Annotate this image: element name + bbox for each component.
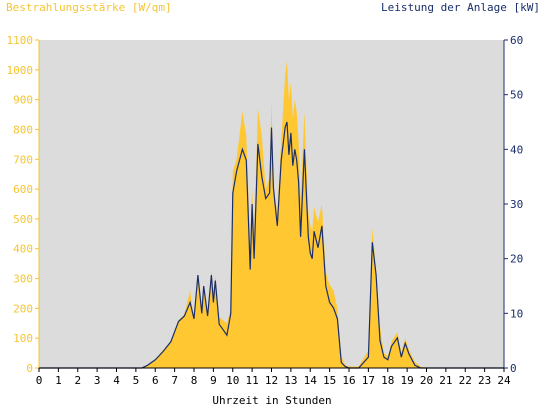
x-axis-label: Uhrzeit in Stunden bbox=[212, 394, 332, 407]
right-tick-label: 20 bbox=[510, 253, 523, 266]
right-tick-label: 50 bbox=[510, 89, 523, 102]
left-tick-label: 100 bbox=[13, 332, 33, 345]
x-tick-label: 3 bbox=[94, 374, 101, 387]
x-tick-label: 0 bbox=[36, 374, 43, 387]
x-tick-label: 23 bbox=[478, 374, 491, 387]
x-tick-label: 1 bbox=[55, 374, 62, 387]
x-tick-label: 9 bbox=[210, 374, 217, 387]
left-tick-label: 1000 bbox=[7, 64, 34, 77]
left-tick-label: 300 bbox=[13, 273, 33, 286]
right-tick-label: 40 bbox=[510, 143, 523, 156]
left-tick-label: 400 bbox=[13, 243, 33, 256]
left-tick-label: 700 bbox=[13, 153, 33, 166]
left-tick-label: 200 bbox=[13, 302, 33, 315]
x-tick-label: 8 bbox=[191, 374, 198, 387]
x-tick-label: 22 bbox=[459, 374, 472, 387]
left-tick-label: 600 bbox=[13, 183, 33, 196]
left-tick-label: 0 bbox=[26, 362, 33, 375]
right-tick-label: 30 bbox=[510, 198, 523, 211]
x-tick-label: 20 bbox=[420, 374, 433, 387]
x-tick-label: 14 bbox=[304, 374, 318, 387]
x-tick-label: 6 bbox=[152, 374, 159, 387]
x-tick-label: 16 bbox=[342, 374, 355, 387]
x-tick-label: 11 bbox=[246, 374, 259, 387]
x-tick-label: 15 bbox=[323, 374, 336, 387]
left-tick-label: 900 bbox=[13, 94, 33, 107]
x-tick-label: 5 bbox=[133, 374, 140, 387]
x-tick-label: 18 bbox=[381, 374, 394, 387]
x-tick-label: 4 bbox=[113, 374, 120, 387]
right-axis-title: Leistung der Anlage [kW] bbox=[381, 1, 540, 14]
x-tick-label: 13 bbox=[284, 374, 297, 387]
left-tick-label: 500 bbox=[13, 213, 33, 226]
x-tick-label: 19 bbox=[401, 374, 414, 387]
right-tick-label: 10 bbox=[510, 307, 523, 320]
x-tick-label: 12 bbox=[265, 374, 278, 387]
x-tick-label: 2 bbox=[74, 374, 81, 387]
left-tick-label: 800 bbox=[13, 123, 33, 136]
right-tick-label: 0 bbox=[510, 362, 517, 375]
x-tick-label: 10 bbox=[226, 374, 239, 387]
x-tick-label: 7 bbox=[171, 374, 178, 387]
x-tick-label: 24 bbox=[497, 374, 511, 387]
irradiance-area bbox=[39, 60, 504, 369]
right-tick-label: 60 bbox=[510, 34, 523, 47]
left-axis-title: Bestrahlungsstärke [W/qm] bbox=[6, 1, 172, 14]
power-line bbox=[39, 121, 504, 369]
left-tick-label: 1100 bbox=[7, 34, 34, 47]
x-tick-label: 17 bbox=[362, 374, 375, 387]
x-tick-label: 21 bbox=[439, 374, 452, 387]
